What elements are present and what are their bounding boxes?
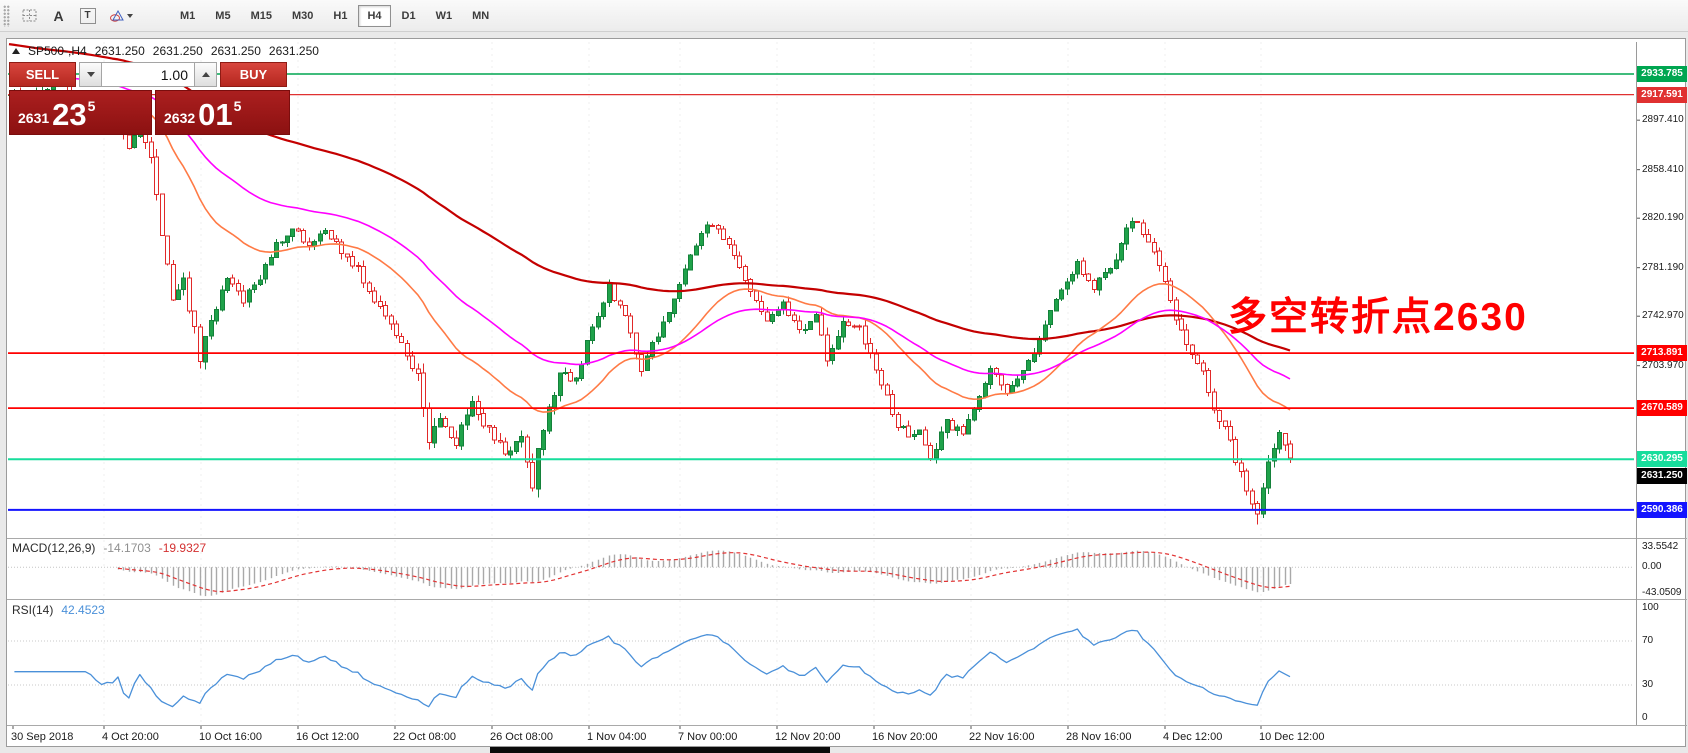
timeframe-group: M1 M5 M15 M30 H1 H4 D1 W1 MN <box>170 0 499 31</box>
decrease-arrow-icon <box>86 72 95 77</box>
toolbar-grip[interactable] <box>3 4 10 27</box>
macd-value: -14.1703 <box>103 541 151 555</box>
price-axis[interactable] <box>1637 42 1688 725</box>
ask-main-digits: 2632 <box>164 110 196 126</box>
text-tool-button[interactable]: T <box>74 4 101 28</box>
symbol-marker-icon <box>12 48 20 54</box>
macd-name: MACD(12,26,9) <box>12 541 96 555</box>
timeframe-mn-button[interactable]: MN <box>472 9 490 22</box>
buy-button[interactable]: BUY <box>220 62 287 87</box>
bottom-black-bar <box>490 747 830 753</box>
timeframe-m15-button[interactable]: M15 <box>250 9 272 22</box>
shapes-tool-button[interactable] <box>103 4 139 28</box>
timeframe-w1-button[interactable]: W1 <box>435 9 453 22</box>
volume-control <box>79 62 217 87</box>
timeframe-m30-button[interactable]: M30 <box>291 9 314 22</box>
volume-increase-button[interactable] <box>194 62 217 87</box>
increase-arrow-icon <box>201 72 210 77</box>
grid-tool-button[interactable] <box>16 4 43 28</box>
ohlc-high: 2631.250 <box>152 44 203 58</box>
volume-input[interactable] <box>102 62 194 87</box>
bid-main-digits: 2631 <box>18 110 50 126</box>
grid-icon <box>22 9 36 21</box>
toolbar: A T M1 M5 M15 M30 H1 H4 D1 W1 MN <box>0 0 1688 32</box>
timeframe-d1-button[interactable]: D1 <box>401 9 416 22</box>
timeframe-m1-button[interactable]: M1 <box>180 9 196 22</box>
bid-price-display: 2631 23 5 <box>9 90 152 135</box>
volume-decrease-button[interactable] <box>79 62 102 87</box>
price-axis-border <box>1636 42 1637 725</box>
one-click-trading-panel: SELL BUY 2631 23 5 2632 01 5 <box>9 62 290 135</box>
rsi-value: 42.4523 <box>61 603 105 617</box>
ohlc-close: 2631.250 <box>268 44 319 58</box>
text-label-tool-button[interactable]: A <box>45 4 72 28</box>
dropdown-arrow-icon <box>127 13 133 18</box>
chart-annotation: 多空转折点2630 <box>1228 296 1528 339</box>
shapes-icon <box>110 9 124 22</box>
letter-t-icon: T <box>79 7 96 24</box>
pane-separator-rsi[interactable] <box>7 599 1687 600</box>
time-axis-border <box>7 725 1687 726</box>
letter-a-icon: A <box>53 7 64 24</box>
timeframe-m5-button[interactable]: M5 <box>215 9 231 22</box>
chart-header: SP500-,H4 2631.250 2631.250 2631.250 263… <box>12 44 319 58</box>
ask-pip-digit: 5 <box>233 98 242 114</box>
symbol-period-label: SP500-,H4 <box>28 44 87 58</box>
timeframe-h1-button[interactable]: H1 <box>333 9 348 22</box>
rsi-label: RSI(14) 42.4523 <box>12 603 105 617</box>
ask-big-digits: 01 <box>198 97 233 132</box>
ohlc-open: 2631.250 <box>94 44 145 58</box>
rsi-name: RSI(14) <box>12 603 54 617</box>
bid-big-digits: 23 <box>52 97 87 132</box>
ohlc-low: 2631.250 <box>210 44 261 58</box>
ask-price-display: 2632 01 5 <box>155 90 290 135</box>
timeframe-h4-button[interactable]: H4 <box>358 4 391 27</box>
macd-signal-value: -19.9327 <box>158 541 207 555</box>
macd-label: MACD(12,26,9) -14.1703 -19.9327 <box>12 541 206 555</box>
sell-button[interactable]: SELL <box>9 62 76 87</box>
bid-pip-digit: 5 <box>87 98 96 114</box>
pane-separator-macd[interactable] <box>7 538 1687 539</box>
time-axis[interactable] <box>8 726 1634 746</box>
